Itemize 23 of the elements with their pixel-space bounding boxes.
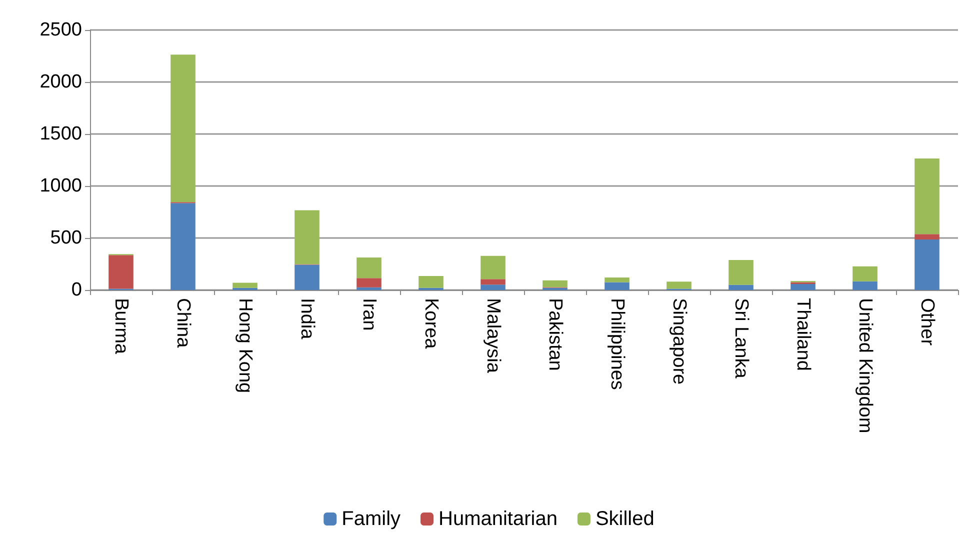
x-tick-label: Iran — [358, 298, 380, 331]
y-tick-label: 2500 — [40, 20, 82, 40]
x-tick-label: Other — [916, 298, 938, 346]
x-tick-label: Hong Kong — [234, 298, 256, 394]
x-tick-label: Pakistan — [544, 298, 566, 371]
x-tick-label: United Kingdom — [854, 298, 876, 434]
x-tick-label: Burma — [110, 298, 132, 354]
x-tick-label: Sri Lanka — [730, 298, 752, 379]
x-tick-label: Thailand — [792, 298, 814, 371]
x-tick-label: Malaysia — [482, 298, 504, 374]
x-tick-label: India — [296, 298, 318, 340]
y-tick-label: 2000 — [40, 72, 82, 92]
legend-label: Humanitarian — [438, 508, 558, 530]
y-tick-label: 1500 — [40, 124, 82, 144]
x-tick-label: China — [172, 298, 194, 348]
legend-label: Skilled — [595, 508, 654, 530]
y-tick-label: 1000 — [40, 176, 82, 196]
y-tick-label: 0 — [71, 280, 82, 300]
x-tick-label: Korea — [420, 298, 442, 350]
legend-label: Family — [342, 508, 401, 530]
x-tick-label: Singapore — [668, 298, 690, 385]
y-tick-label: 500 — [50, 228, 82, 248]
x-tick-label: Philippines — [606, 298, 628, 390]
